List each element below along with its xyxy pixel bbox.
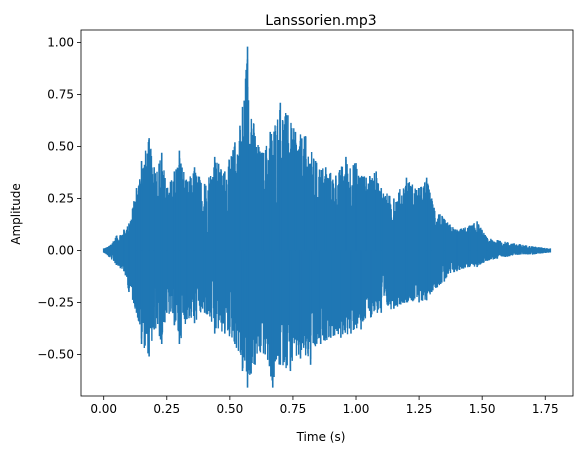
y-axis-label: Amplitude: [9, 183, 23, 245]
y-tick-label: 0.00: [47, 243, 74, 257]
plot-layer: [102, 46, 552, 388]
x-tick-label: 1.75: [532, 402, 559, 416]
x-tick-label: 0.25: [153, 402, 180, 416]
y-tick-label: −0.25: [37, 295, 74, 309]
x-axis-label: Time (s): [296, 430, 346, 444]
x-tick-label: 0.75: [280, 402, 307, 416]
chart-title: Lanssorien.mp3: [265, 13, 376, 29]
y-tick-label: −0.50: [37, 347, 74, 361]
y-tick-label: 0.50: [47, 139, 74, 153]
y-axis-ticks: −0.50 −0.25 0.00 0.25 0.50 0.75 1.00: [37, 35, 81, 361]
x-tick-label: 1.50: [469, 402, 496, 416]
axes-frame: [80, 29, 574, 397]
x-axis-ticks: 0.00 0.25 0.50 0.75 1.00 1.25 1.50 1.75: [90, 396, 559, 416]
x-tick-label: 1.00: [343, 402, 370, 416]
y-tick-label: 0.75: [47, 87, 74, 101]
y-tick-label: 1.00: [47, 35, 74, 49]
x-tick-label: 0.50: [217, 402, 244, 416]
x-tick-label: 0.00: [90, 402, 117, 416]
waveform-line: [103, 59, 551, 381]
y-tick-label: 0.25: [47, 191, 74, 205]
x-tick-label: 1.25: [406, 402, 433, 416]
